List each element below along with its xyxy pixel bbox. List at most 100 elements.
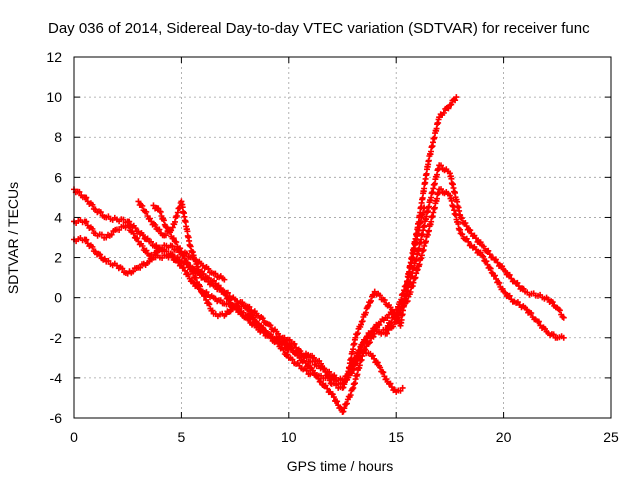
x-tick-label: 5 — [178, 429, 186, 445]
track-markers — [447, 195, 463, 233]
y-tick-label: 6 — [54, 169, 62, 185]
track-markers — [205, 275, 217, 285]
track-markers — [447, 173, 464, 219]
track-markers — [257, 324, 269, 334]
track-markers — [448, 96, 459, 108]
track-markers — [94, 250, 108, 263]
track-markers — [137, 230, 151, 243]
track-markers — [326, 368, 338, 380]
x-tick-label: 20 — [496, 429, 512, 445]
track-markers — [143, 208, 153, 222]
data-point — [352, 334, 359, 341]
series-track-d — [281, 334, 406, 395]
x-tick-label: 25 — [603, 429, 619, 445]
data-point — [298, 350, 305, 357]
data-point — [135, 198, 142, 205]
y-tick-label: 10 — [46, 89, 62, 105]
data-point — [399, 384, 406, 391]
y-tick-label: 0 — [54, 290, 62, 306]
y-tick-label: 12 — [46, 49, 62, 65]
track-markers — [395, 387, 404, 394]
track-markers — [190, 270, 205, 296]
track-markers — [105, 257, 118, 269]
track-markers — [535, 291, 548, 302]
track-markers — [512, 279, 527, 292]
track-markers — [136, 202, 147, 214]
track-markers — [330, 376, 344, 387]
track-markers — [490, 272, 506, 293]
track-markers — [469, 243, 484, 256]
track-markers — [147, 246, 162, 263]
axis-ticks — [73, 56, 612, 419]
track-markers — [335, 375, 346, 384]
track-markers — [340, 386, 356, 415]
data-point — [365, 302, 372, 309]
series-track-e — [345, 204, 428, 371]
track-markers — [105, 213, 118, 223]
track-markers — [201, 264, 215, 276]
track-markers — [159, 242, 172, 251]
track-markers — [276, 343, 291, 358]
track-markers — [491, 256, 506, 270]
track-markers — [346, 336, 358, 371]
x-tick-label: 15 — [388, 429, 404, 445]
track-markers — [524, 289, 537, 298]
data-point — [150, 202, 157, 209]
track-markers — [291, 340, 304, 354]
track-markers — [214, 282, 226, 295]
track-markers — [425, 116, 442, 164]
x-tick-labels: 0 5 10 15 20 25 — [70, 429, 619, 445]
track-markers — [240, 309, 251, 319]
track-markers — [415, 205, 427, 234]
data-point — [163, 224, 170, 231]
track-markers — [212, 270, 226, 282]
track-markers — [368, 352, 381, 366]
track-markers — [201, 292, 216, 314]
track-markers — [361, 347, 372, 357]
track-markers — [386, 380, 398, 394]
track-markers — [190, 254, 205, 267]
x-tick-label: 10 — [281, 429, 297, 445]
track-markers — [426, 190, 442, 234]
y-axis-label: SDTVAR / TECUs — [5, 182, 21, 294]
track-markers — [309, 352, 323, 365]
track-markers — [373, 326, 387, 337]
track-markers — [513, 299, 527, 311]
track-markers — [480, 253, 495, 276]
track-markers — [437, 105, 452, 118]
track-markers — [426, 165, 442, 210]
y-tick-label: -6 — [50, 410, 63, 426]
track-markers — [373, 316, 387, 329]
track-markers — [415, 231, 431, 270]
data-point — [264, 330, 271, 337]
chart-title: Day 036 of 2014, Sidereal Day-to-day VTE… — [48, 20, 590, 37]
track-markers — [319, 382, 334, 396]
track-markers — [534, 318, 548, 332]
track-markers — [377, 364, 390, 383]
y-tick-label: 8 — [54, 129, 62, 145]
track-markers — [406, 232, 421, 276]
track-markers — [178, 201, 193, 248]
track-markers — [390, 309, 403, 327]
y-tick-label: -4 — [50, 370, 63, 386]
track-markers — [353, 321, 364, 338]
track-markers — [556, 333, 565, 341]
data-point — [453, 94, 460, 101]
track-markers — [555, 306, 566, 320]
track-markers — [469, 232, 484, 246]
track-markers — [438, 162, 452, 175]
track-markers — [125, 223, 141, 242]
y-tick-label: 4 — [54, 209, 62, 225]
track-markers — [152, 205, 162, 212]
x-axis-label: GPS time / hours — [287, 458, 394, 474]
track-markers — [351, 348, 364, 372]
track-markers — [116, 223, 129, 233]
track-markers — [342, 370, 355, 383]
track-markers — [136, 240, 151, 257]
plot-frame — [73, 56, 612, 419]
track-markers — [415, 208, 431, 254]
track-markers — [350, 349, 367, 388]
track-markers — [397, 271, 412, 326]
